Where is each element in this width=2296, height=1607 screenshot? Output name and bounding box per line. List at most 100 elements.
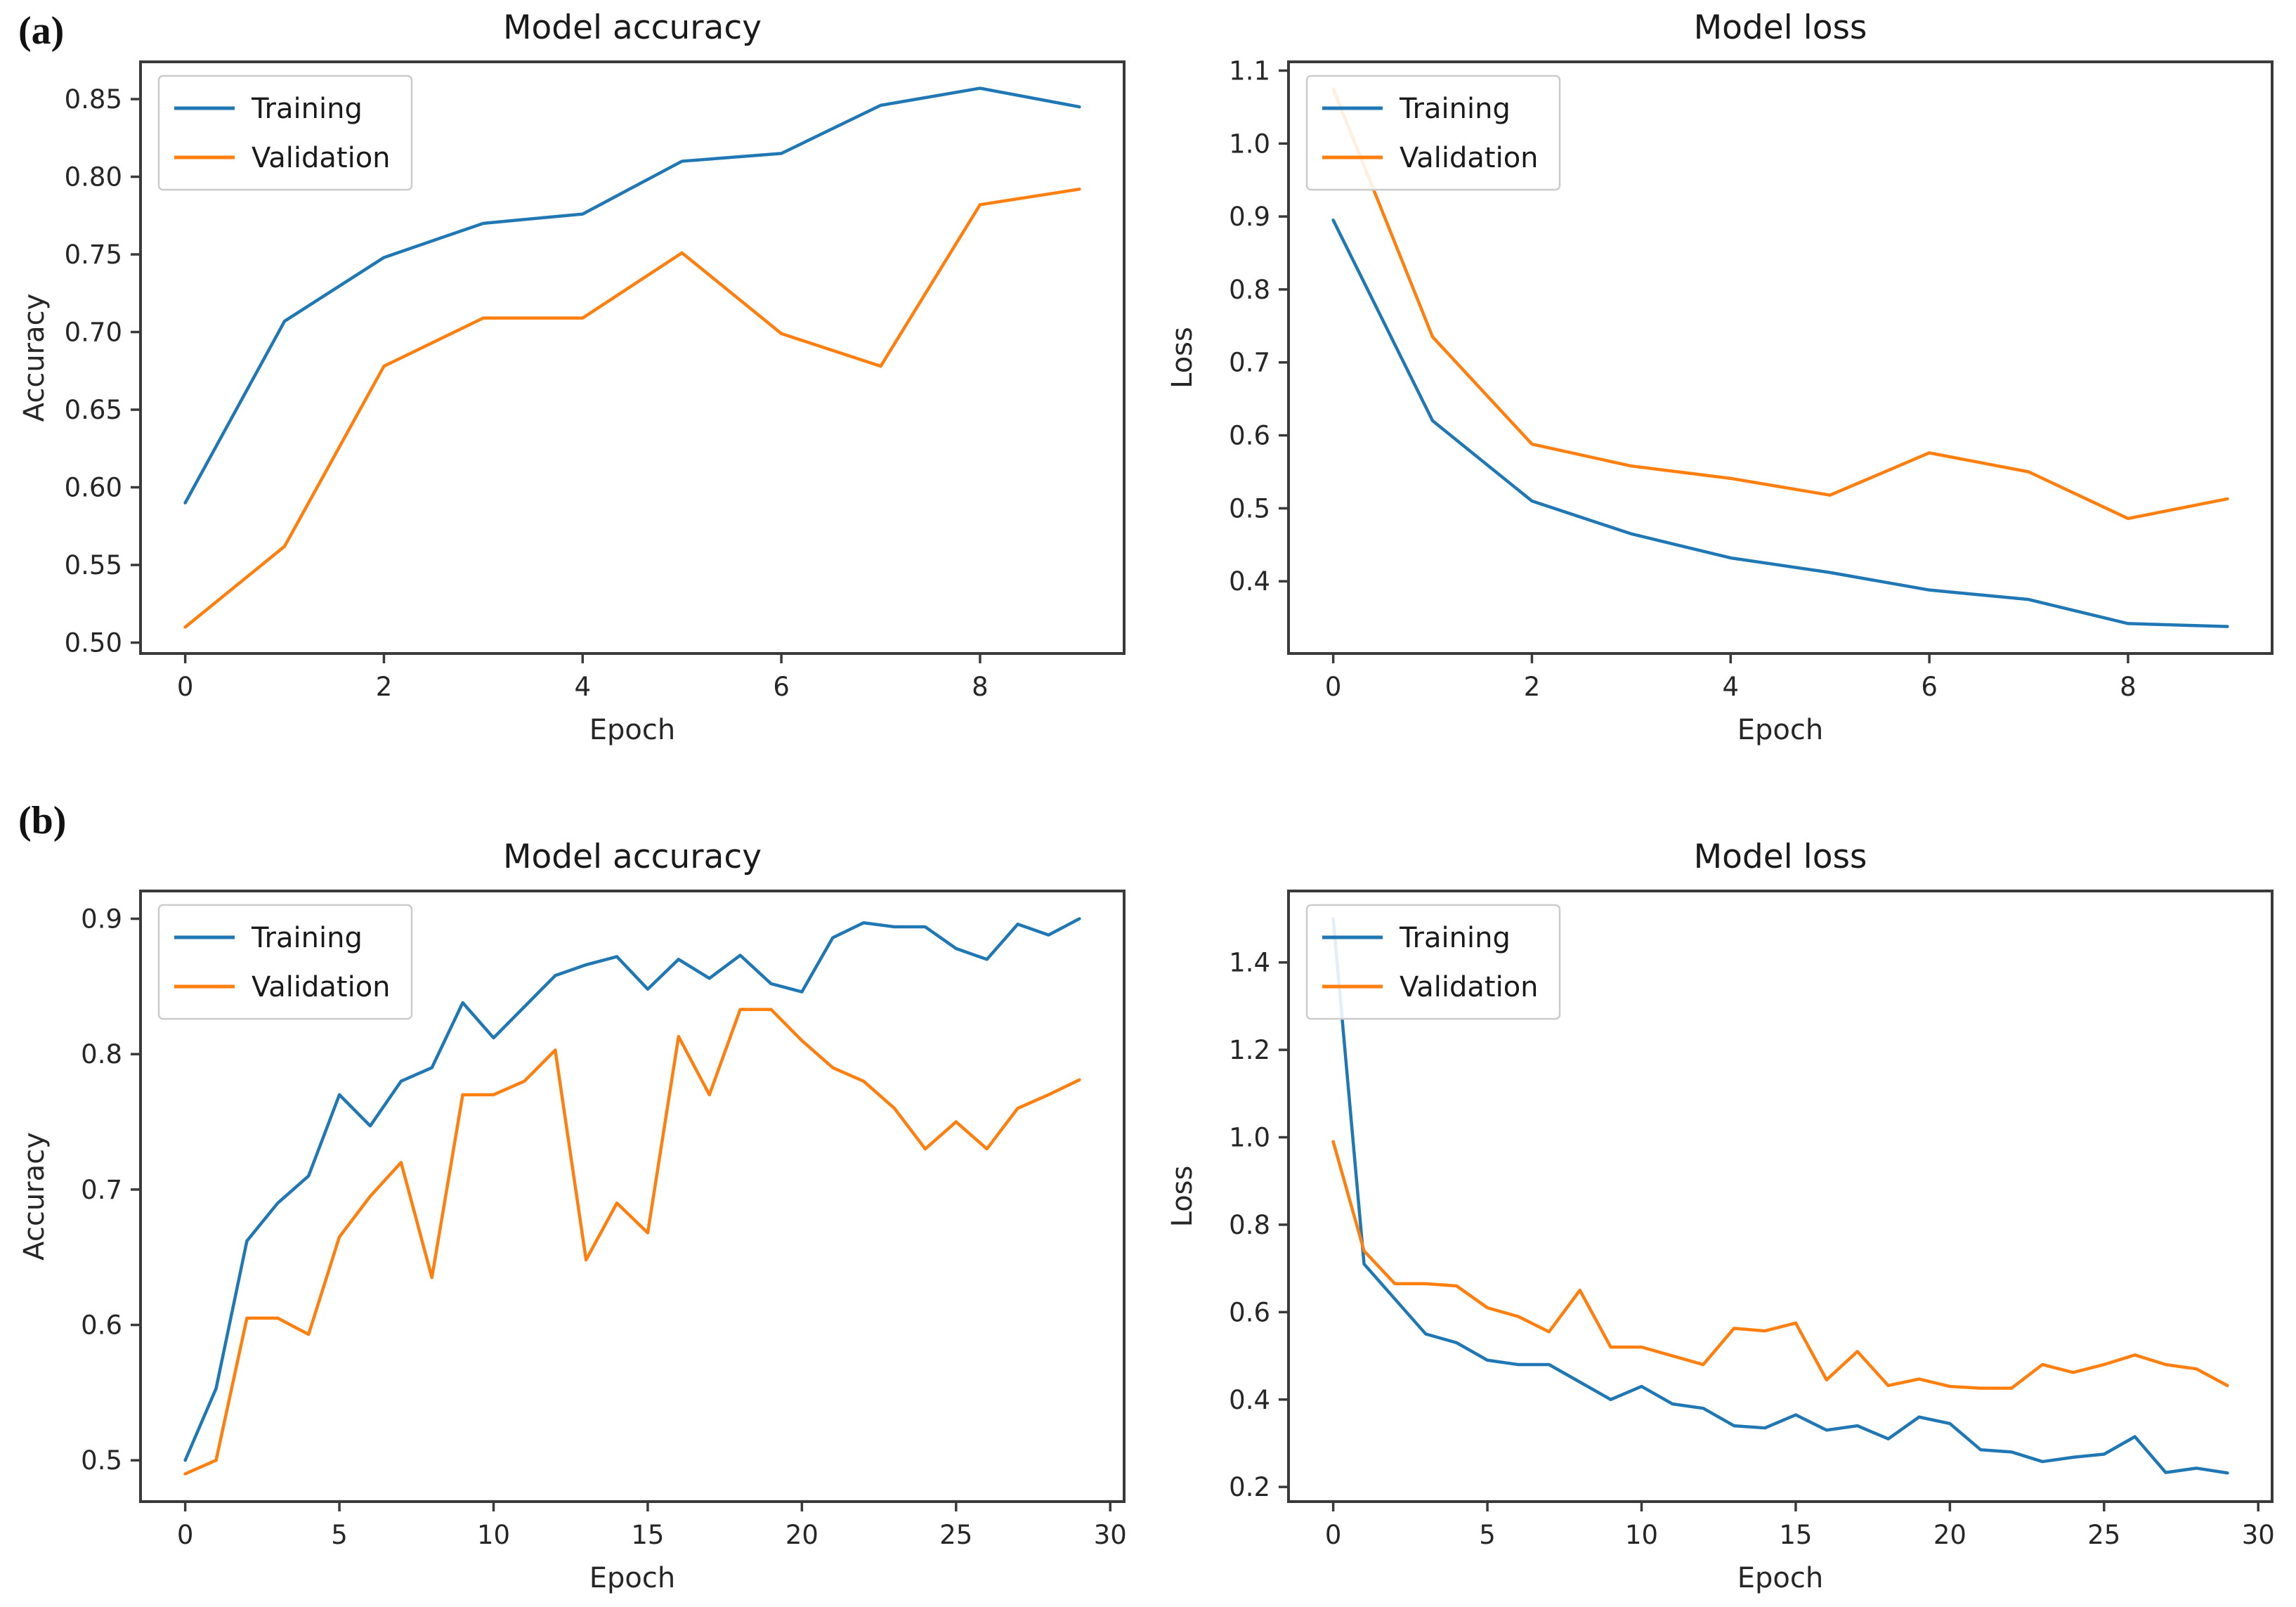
- y-tick-label: 0.8: [1229, 275, 1270, 305]
- x-tick-label: 8: [972, 672, 989, 702]
- y-tick-label: 1.1: [1229, 56, 1270, 86]
- x-tick-label: 0: [177, 1520, 194, 1550]
- x-tick-label: 25: [939, 1520, 972, 1550]
- y-tick-label: 0.8: [81, 1039, 122, 1069]
- x-axis-label: Epoch: [589, 714, 675, 746]
- plot-border: [139, 890, 1126, 1503]
- chart-b-loss: 0 5 10 15 20 25 30 0.2 0.4 0.6 0.8 1.0 1.2 1.4 Model l…: [1166, 838, 2275, 1594]
- legend-box: [1305, 904, 1561, 1020]
- y-tick-label: 0.60: [65, 473, 122, 503]
- x-tick-label: 5: [1479, 1520, 1496, 1550]
- x-tick-label: 0: [1325, 1520, 1342, 1550]
- y-tick-label: 0.9: [81, 904, 122, 935]
- y-axis-label: Accuracy: [18, 1132, 51, 1261]
- series-line-training: [1331, 219, 2229, 628]
- x-axis-label: Epoch: [589, 1562, 675, 1594]
- y-tick-label: 0.85: [65, 84, 122, 115]
- x-tick-label: 10: [477, 1520, 510, 1550]
- panel-b-accuracy: 0 5 10 15 20 25 30 0.5 0.6 0.7 0.8 0.9 Model accurac…: [0, 773, 1148, 1607]
- x-tick-label: 15: [631, 1520, 664, 1550]
- x-tick-label: 6: [773, 672, 790, 702]
- x-tick-label: 2: [1524, 672, 1541, 702]
- x-tick-label: 20: [785, 1520, 818, 1550]
- y-tick-label: 0.4: [1229, 566, 1270, 597]
- x-axis-label: Epoch: [1737, 714, 1823, 746]
- row-label-a: (a): [18, 9, 65, 53]
- legend-box: [157, 74, 413, 191]
- legend-label: Training: [251, 922, 363, 954]
- series-line-training: [183, 86, 1081, 505]
- y-tick-label: 0.5: [1229, 493, 1270, 523]
- x-tick-label: 30: [1094, 1520, 1127, 1550]
- x-tick-label: 20: [1933, 1520, 1966, 1550]
- chart-title: Model loss: [1694, 838, 1867, 876]
- chart-title: Model accuracy: [503, 838, 762, 876]
- y-tick-label: 0.65: [65, 395, 122, 425]
- y-tick-label: 0.5: [81, 1445, 122, 1476]
- x-tick-label: 0: [177, 672, 194, 702]
- series-line-validation: [183, 187, 1081, 629]
- chart-title: Model accuracy: [503, 8, 762, 47]
- chart-a-loss: 0 2 4 6 8 0.4 0.5 0.6 0.7 0.8 0.9 1.0 1.1 Model loss E…: [1166, 8, 2274, 746]
- legend-label: Training: [1399, 93, 1511, 125]
- y-tick-label: 0.2: [1229, 1472, 1270, 1502]
- series-line-validation: [1331, 1140, 2229, 1390]
- y-tick-label: 0.8: [1229, 1210, 1270, 1240]
- y-tick-label: 0.6: [1229, 421, 1270, 451]
- y-axis-label: Loss: [1166, 1166, 1199, 1228]
- y-tick-label: 0.80: [65, 162, 122, 193]
- panel-a-loss: 0 2 4 6 8 0.4 0.5 0.6 0.7 0.8 0.9 1.0 1.1 Model loss E…: [1148, 0, 2296, 773]
- y-axis-label: Loss: [1166, 327, 1199, 389]
- y-tick-label: 0.4: [1229, 1385, 1270, 1415]
- y-tick-label: 0.6: [81, 1310, 122, 1341]
- y-tick-label: 0.7: [1229, 348, 1270, 378]
- x-tick-label: 0: [1325, 672, 1342, 702]
- y-axis-label: Accuracy: [18, 294, 51, 422]
- x-tick-label: 10: [1625, 1520, 1658, 1550]
- y-tick-label: 1.0: [1229, 1123, 1270, 1153]
- x-tick-label: 25: [2087, 1520, 2120, 1550]
- panel-b-loss: 0 5 10 15 20 25 30 0.2 0.4 0.6 0.8 1.0 1.2 1.4 Model l…: [1148, 773, 2296, 1607]
- x-tick-label: 5: [331, 1520, 348, 1550]
- y-tick-label: 0.70: [65, 318, 122, 348]
- series-line-validation: [1331, 87, 2229, 521]
- x-axis-label: Epoch: [1737, 1562, 1823, 1594]
- y-tick-label: 0.55: [65, 550, 122, 580]
- y-tick-label: 0.6: [1229, 1297, 1270, 1327]
- x-tick-label: 4: [575, 672, 592, 702]
- x-tick-label: 15: [1779, 1520, 1812, 1550]
- x-tick-label: 6: [1921, 672, 1938, 702]
- y-tick-label: 1.4: [1229, 948, 1270, 978]
- x-tick-label: 30: [2242, 1520, 2275, 1550]
- y-tick-label: 0.75: [65, 240, 122, 270]
- x-tick-label: 4: [1723, 672, 1740, 702]
- y-tick-label: 1.0: [1229, 129, 1270, 159]
- plot-border: [1287, 890, 2274, 1503]
- legend-label: Training: [251, 93, 363, 125]
- x-tick-label: 8: [2120, 672, 2137, 702]
- legend-label: Validation: [252, 142, 391, 174]
- legend-label: Validation: [1400, 142, 1539, 174]
- series-line-training: [1331, 917, 2229, 1475]
- series-line-training: [183, 917, 1081, 1462]
- legend-label: Training: [1399, 922, 1511, 954]
- legend-label: Validation: [1400, 971, 1539, 1003]
- plot-border: [1287, 60, 2274, 655]
- legend-label: Validation: [252, 971, 391, 1003]
- row-label-b: (b): [18, 799, 67, 842]
- y-tick-label: 1.2: [1229, 1035, 1270, 1065]
- panel-a-accuracy: 0 2 4 6 8 0.50 0.55 0.60 0.65 0.70 0.75 0.80 0.85 Mod…: [0, 0, 1148, 773]
- y-tick-label: 0.7: [81, 1175, 122, 1205]
- chart-a-accuracy: 0 2 4 6 8 0.50 0.55 0.60 0.65 0.70 0.75 0.80 0.85 Mod…: [18, 8, 1126, 746]
- chart-title: Model loss: [1694, 8, 1867, 47]
- chart-b-accuracy: 0 5 10 15 20 25 30 0.5 0.6 0.7 0.8 0.9 Model accurac…: [18, 838, 1127, 1594]
- y-tick-label: 0.50: [65, 628, 122, 658]
- y-tick-label: 0.9: [1229, 202, 1270, 232]
- legend-box: [157, 904, 413, 1020]
- series-line-validation: [183, 1008, 1081, 1476]
- x-tick-label: 2: [376, 672, 393, 702]
- plot-border: [139, 60, 1126, 655]
- legend-box: [1305, 74, 1561, 191]
